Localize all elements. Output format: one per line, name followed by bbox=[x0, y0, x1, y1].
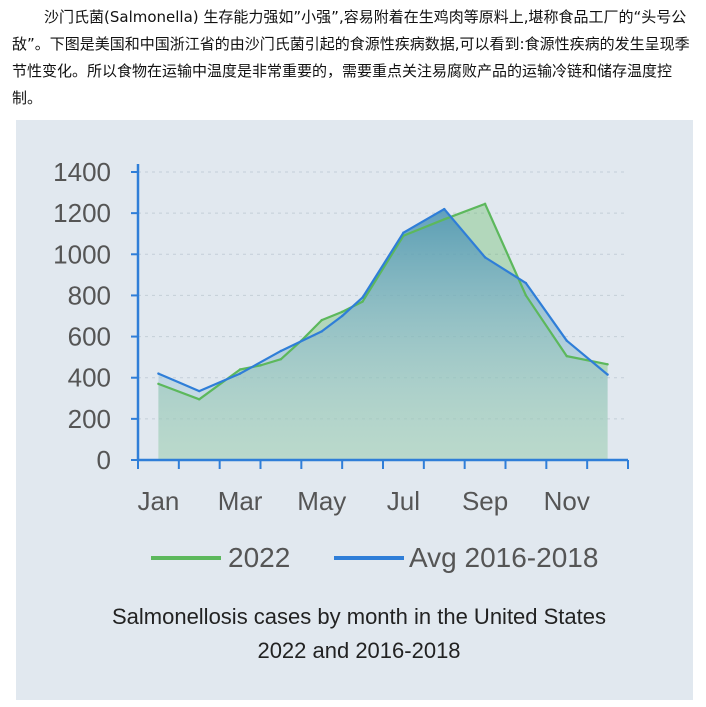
legend-label-avg: Avg 2016-2018 bbox=[409, 542, 598, 573]
chart-subtitle: 2022 and 2016-2018 bbox=[257, 638, 460, 663]
data-point bbox=[157, 372, 160, 375]
area-layer bbox=[158, 203, 608, 460]
data-point bbox=[157, 382, 160, 386]
chart-figure: 0 200 400 600 800 1000 1200 1400 Jan Mar May Jul Sep… bbox=[16, 120, 693, 700]
salmonellosis-chart: 0 200 400 600 800 1000 1200 1400 Jan Mar May Jul Sep… bbox=[53, 157, 629, 663]
data-point bbox=[340, 310, 344, 314]
data-point bbox=[565, 339, 568, 342]
intro-paragraph: 沙门氏菌(Salmonella) 生存能力强如”小强”,容易附着在生鸡肉等原料上… bbox=[12, 8, 690, 107]
y-tick-label: 0 bbox=[97, 445, 111, 475]
legend: 2022 Avg 2016-2018 bbox=[151, 542, 598, 573]
data-point bbox=[198, 389, 201, 393]
data-point bbox=[238, 368, 242, 371]
data-point bbox=[279, 349, 283, 353]
y-tick-label: 400 bbox=[68, 363, 111, 393]
x-tick-label: Sep bbox=[462, 486, 508, 516]
x-tick-label: Mar bbox=[218, 486, 263, 516]
data-point bbox=[361, 296, 364, 299]
y-tick-label: 1000 bbox=[53, 239, 111, 269]
data-point bbox=[361, 300, 364, 303]
data-point bbox=[238, 372, 242, 375]
data-point bbox=[402, 231, 405, 234]
data-point bbox=[606, 363, 609, 366]
x-tick-label: Jul bbox=[387, 486, 420, 516]
data-point bbox=[565, 354, 568, 358]
data-point bbox=[483, 256, 487, 259]
chart-title: Salmonellosis cases by month in the Unit… bbox=[112, 604, 606, 629]
data-point bbox=[443, 218, 446, 221]
x-tick-label: Jan bbox=[137, 486, 179, 516]
data-point bbox=[606, 373, 609, 376]
data-point bbox=[340, 314, 344, 318]
tick-labels: 0 200 400 600 800 1000 1200 1400 Jan Mar May Jul Sep… bbox=[53, 157, 590, 516]
series-lines bbox=[157, 202, 609, 401]
data-point bbox=[524, 294, 528, 297]
data-point bbox=[320, 330, 323, 333]
data-point bbox=[198, 398, 201, 401]
data-point bbox=[279, 358, 283, 361]
data-point bbox=[443, 207, 446, 211]
data-point bbox=[320, 318, 323, 322]
y-tick-label: 600 bbox=[68, 322, 111, 352]
series-area-avg bbox=[158, 209, 608, 460]
x-tick-label: May bbox=[297, 486, 346, 516]
legend-label-2022: 2022 bbox=[228, 542, 290, 573]
data-point bbox=[483, 202, 487, 206]
data-point bbox=[524, 281, 528, 285]
data-point bbox=[259, 364, 262, 367]
axes bbox=[131, 164, 629, 469]
y-tick-label: 1200 bbox=[53, 198, 111, 228]
y-tick-label: 800 bbox=[68, 280, 111, 310]
y-tick-label: 1400 bbox=[53, 157, 111, 187]
x-tick-label: Nov bbox=[544, 486, 590, 516]
y-tick-label: 200 bbox=[68, 404, 111, 434]
